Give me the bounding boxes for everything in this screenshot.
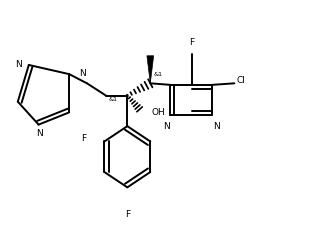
- Text: F: F: [189, 38, 194, 47]
- Text: N: N: [163, 122, 170, 131]
- Polygon shape: [147, 56, 154, 83]
- Text: F: F: [125, 210, 130, 219]
- Text: N: N: [79, 69, 86, 78]
- Text: Cl: Cl: [237, 76, 246, 85]
- Text: &1: &1: [154, 72, 163, 77]
- Text: N: N: [213, 122, 220, 131]
- Text: &1: &1: [109, 97, 118, 102]
- Text: OH: OH: [151, 108, 165, 117]
- Text: N: N: [15, 60, 22, 69]
- Text: N: N: [36, 129, 43, 138]
- Text: F: F: [81, 134, 86, 143]
